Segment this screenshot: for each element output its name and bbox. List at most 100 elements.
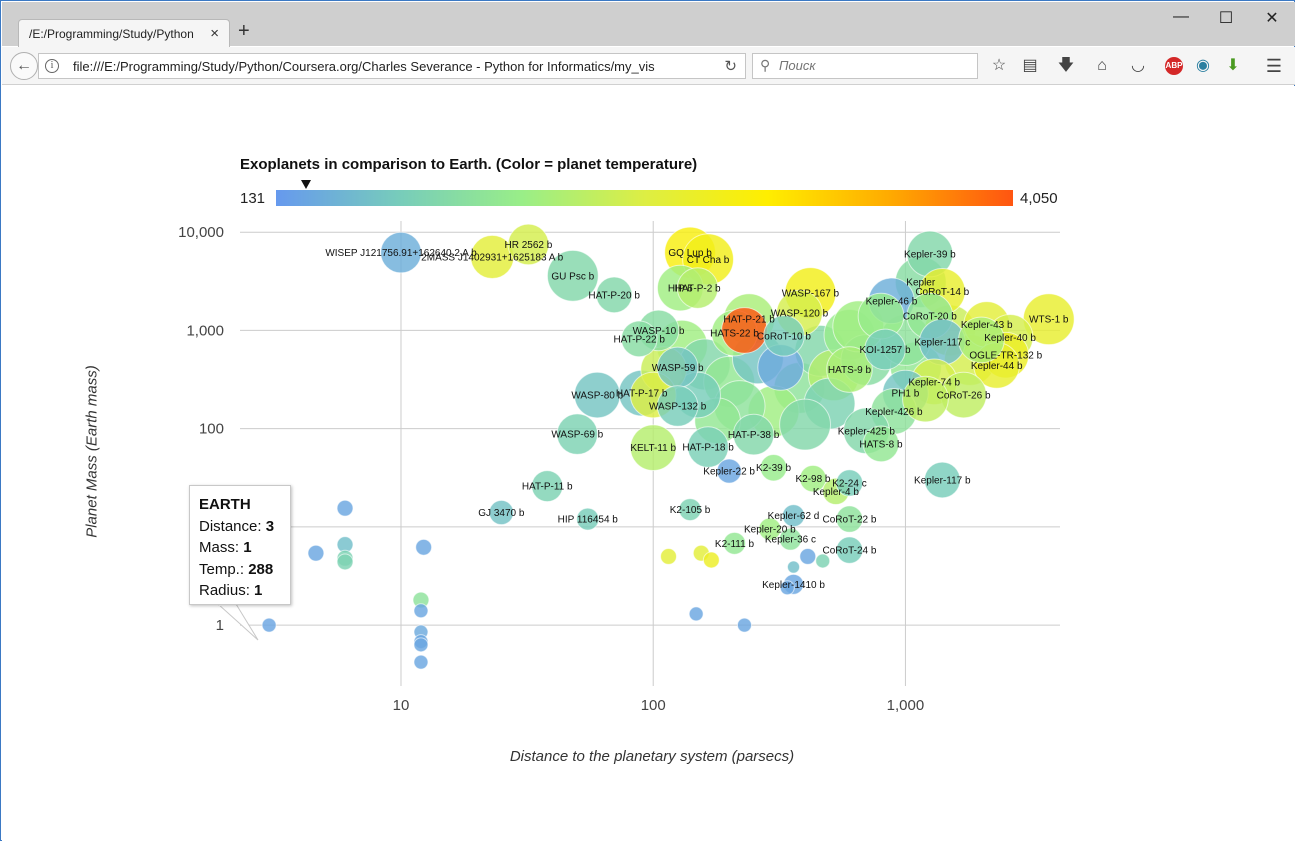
earth-bubble[interactable] bbox=[261, 617, 277, 633]
tooltip: EARTH Distance: 3 Mass: 1 Temp.: 288 Rad… bbox=[189, 485, 291, 605]
planet-bubble[interactable] bbox=[759, 454, 788, 482]
planet-bubble[interactable] bbox=[336, 499, 354, 517]
back-arrow-icon[interactable]: ← bbox=[10, 52, 38, 80]
planet-label: Kepler-22 b bbox=[703, 467, 755, 478]
planet-bubble[interactable] bbox=[835, 505, 864, 533]
new-tab-icon[interactable]: + bbox=[238, 20, 250, 42]
info-icon[interactable]: i bbox=[45, 59, 59, 73]
planet-bubble[interactable] bbox=[799, 464, 827, 493]
planet-bubble[interactable] bbox=[413, 637, 429, 653]
planet-bubble[interactable] bbox=[826, 346, 873, 393]
planet-bubble[interactable] bbox=[488, 499, 514, 526]
planet-bubble[interactable] bbox=[862, 425, 900, 463]
url-text[interactable]: file:///E:/Programming/Study/Python/Cour… bbox=[73, 59, 655, 74]
tooltip-row: Radius: 1 bbox=[199, 580, 281, 602]
planet-label: KOI-1257 b bbox=[859, 345, 911, 356]
pocket-icon[interactable]: ◡ bbox=[1131, 57, 1145, 74]
planet-bubble[interactable] bbox=[676, 267, 719, 309]
planet-bubble[interactable] bbox=[835, 536, 864, 564]
planet-bubble[interactable] bbox=[716, 458, 742, 484]
planet-bubble[interactable] bbox=[722, 531, 747, 555]
planet-bubble[interactable] bbox=[786, 560, 801, 574]
adblock-icon[interactable]: ABP bbox=[1165, 57, 1183, 75]
planet-label: CoRoT-22 b bbox=[823, 515, 877, 526]
planet-bubble[interactable] bbox=[660, 547, 677, 565]
tooltip-row-value: 1 bbox=[243, 539, 252, 556]
planet-label: WASP-80 b bbox=[571, 391, 623, 402]
planet-label: 2MASS J1402931+1625183 A b bbox=[421, 252, 564, 263]
planet-bubble[interactable] bbox=[688, 606, 704, 622]
planet-label: GU Psc b bbox=[551, 271, 594, 282]
planet-bubble[interactable] bbox=[815, 553, 831, 569]
minimize-icon[interactable]: — bbox=[1173, 8, 1189, 25]
maximize-icon[interactable]: ☐ bbox=[1218, 10, 1234, 27]
window-close-icon[interactable]: ✕ bbox=[1265, 10, 1279, 27]
planet-bubble[interactable] bbox=[629, 424, 677, 472]
search-bar[interactable]: ⚲ bbox=[752, 53, 978, 79]
colorbar-max-label: 4,050 bbox=[1020, 190, 1058, 207]
planet-label: CoRoT-20 b bbox=[903, 312, 957, 323]
planet-bubble[interactable] bbox=[763, 315, 805, 357]
planet-label: Kepler-36 c bbox=[765, 535, 816, 546]
planet-label: Kepler-44 b bbox=[971, 361, 1023, 372]
planet-bubble[interactable] bbox=[415, 538, 433, 556]
reading-list-icon[interactable]: ▤ bbox=[1022, 57, 1038, 74]
planet-label: HIP 6 bbox=[668, 284, 693, 295]
planet-bubble[interactable] bbox=[702, 551, 720, 569]
planet-bubble[interactable] bbox=[687, 426, 729, 468]
planet-bubble[interactable] bbox=[656, 385, 699, 427]
planet-label: CoRoT-10 b bbox=[757, 331, 811, 342]
planet-label: Kepler bbox=[906, 278, 936, 289]
extension-icon[interactable]: ⬇ bbox=[1226, 57, 1240, 74]
planet-label: K2-98 b bbox=[795, 474, 830, 485]
planet-bubble[interactable] bbox=[546, 249, 599, 302]
planet-bubble[interactable] bbox=[779, 398, 831, 451]
tooltip-row-label: Radius: bbox=[199, 582, 250, 599]
search-input[interactable] bbox=[779, 58, 969, 73]
planet-bubble[interactable] bbox=[835, 469, 864, 497]
planet-bubble[interactable] bbox=[507, 223, 550, 266]
sync-icon[interactable]: ◉ bbox=[1196, 57, 1210, 74]
planet-bubble[interactable] bbox=[902, 375, 949, 423]
planet-label: HAT-P-21 b bbox=[723, 315, 775, 326]
bubble-layer bbox=[261, 223, 1075, 670]
planet-bubble[interactable] bbox=[678, 498, 702, 522]
planet-bubble[interactable] bbox=[923, 461, 961, 499]
planet-bubble[interactable] bbox=[380, 231, 422, 274]
navigation-bar: ← i file:///E:/Programming/Study/Python/… bbox=[2, 47, 1295, 85]
planet-bubble[interactable] bbox=[778, 527, 802, 551]
planet-bubble[interactable] bbox=[556, 413, 599, 455]
planet-bubble[interactable] bbox=[531, 470, 564, 503]
x-tick-label: 10 bbox=[393, 697, 410, 714]
tooltip-row-value: 288 bbox=[248, 560, 274, 578]
planet-bubble[interactable] bbox=[799, 547, 817, 565]
planet-bubble[interactable] bbox=[307, 544, 325, 562]
planet-label: Kepler-39 b bbox=[904, 249, 956, 260]
menu-icon[interactable]: ☰ bbox=[1265, 56, 1283, 76]
planet-bubble[interactable] bbox=[732, 413, 775, 456]
planet-bubble[interactable] bbox=[336, 553, 354, 571]
planet-bubble[interactable] bbox=[595, 276, 633, 314]
address-bar[interactable]: i file:///E:/Programming/Study/Python/Co… bbox=[38, 53, 746, 79]
home-icon[interactable]: ⌂ bbox=[1097, 57, 1107, 74]
tab-close-icon[interactable]: × bbox=[210, 25, 219, 42]
download-icon[interactable]: 🡇 bbox=[1057, 57, 1075, 74]
planet-bubble[interactable] bbox=[736, 617, 752, 633]
active-tab[interactable]: /E:/Programming/Study/Python × bbox=[18, 19, 230, 48]
bookmark-star-icon[interactable]: ☆ bbox=[991, 57, 1007, 74]
planet-bubble[interactable] bbox=[782, 504, 806, 528]
planet-bubble[interactable] bbox=[864, 328, 906, 371]
reload-icon[interactable]: ↻ bbox=[724, 58, 737, 75]
planet-bubble[interactable] bbox=[413, 654, 429, 670]
planet-label: Kepler-426 b bbox=[865, 407, 923, 418]
planet-bubble[interactable] bbox=[413, 603, 429, 619]
planet-bubble[interactable] bbox=[958, 316, 1005, 364]
planet-bubble[interactable] bbox=[620, 320, 658, 358]
y-tick-label: 10,000 bbox=[178, 224, 224, 241]
planet-label: Kepler-40 b bbox=[984, 333, 1036, 344]
planet-bubble[interactable] bbox=[779, 580, 795, 596]
planet-bubble[interactable] bbox=[758, 517, 782, 541]
planet-bubble[interactable] bbox=[576, 507, 600, 531]
planet-label: K2-105 b bbox=[670, 505, 711, 516]
tooltip-tail bbox=[217, 604, 259, 641]
